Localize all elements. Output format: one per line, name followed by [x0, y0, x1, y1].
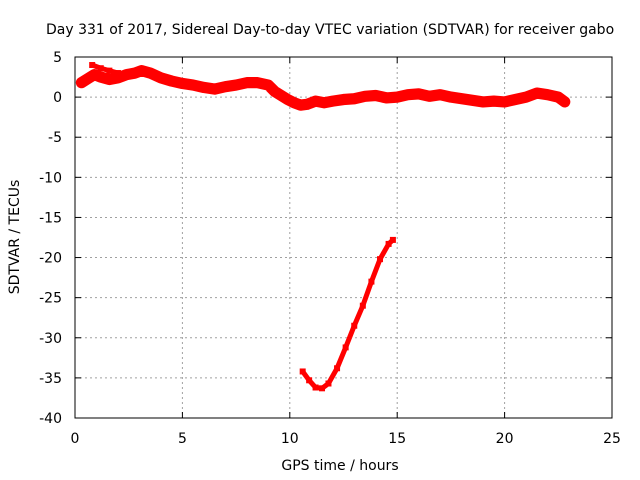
series-line: [75, 65, 571, 111]
data-point: [190, 82, 197, 89]
data-series: [75, 62, 571, 392]
data-point: [265, 82, 272, 89]
data-point: [404, 91, 411, 98]
data-point: [312, 384, 319, 391]
data-point: [303, 101, 310, 108]
data-point: [271, 88, 278, 95]
data-point: [325, 380, 332, 387]
data-point: [157, 74, 164, 81]
x-tick-label: 20: [496, 431, 514, 447]
y-tick-label: -35: [39, 371, 62, 387]
data-point: [490, 98, 497, 105]
data-point: [394, 94, 401, 101]
data-point: [78, 79, 85, 86]
data-point: [278, 92, 285, 99]
data-point: [114, 74, 121, 81]
data-point: [458, 95, 465, 102]
y-axis-label: SDTVAR / TECUs: [7, 180, 23, 295]
data-point: [334, 365, 341, 372]
data-point: [415, 90, 422, 97]
data-point: [544, 91, 551, 98]
data-point: [385, 240, 392, 247]
series-line: [300, 237, 396, 391]
data-point: [312, 98, 319, 105]
data-point: [480, 98, 487, 105]
x-tick-label: 10: [281, 431, 299, 447]
data-point: [383, 94, 390, 101]
chart-title: Day 331 of 2017, Sidereal Day-to-day VTE…: [46, 22, 614, 38]
data-point: [523, 94, 530, 101]
data-point: [329, 98, 336, 105]
series-line: [89, 62, 121, 76]
x-tick-label: 0: [71, 431, 80, 447]
tick-labels: 0 5 10 15 20 25 5 0 -5 -10 -15 -20 -25 -30 -35 -40: [39, 50, 621, 447]
data-point: [361, 93, 368, 100]
data-point: [168, 78, 175, 85]
data-point: [97, 65, 104, 72]
data-point: [351, 95, 358, 102]
x-axis-label: GPS time / hours: [281, 458, 398, 474]
data-point: [377, 256, 384, 263]
data-point: [114, 70, 121, 77]
x-tick-label: 15: [388, 431, 406, 447]
grid-lines: [75, 57, 612, 418]
data-point: [368, 278, 375, 285]
data-point: [97, 74, 104, 81]
data-point: [555, 94, 562, 101]
data-point: [147, 70, 154, 77]
y-tick-label: 5: [53, 50, 62, 66]
data-point: [123, 71, 130, 78]
data-point: [91, 71, 98, 78]
data-point: [426, 93, 433, 100]
data-point: [200, 84, 207, 91]
y-tick-label: -15: [39, 210, 62, 226]
y-tick-label: -25: [39, 291, 62, 307]
data-point: [297, 102, 304, 109]
y-tick-label: -10: [39, 170, 62, 186]
data-point: [211, 86, 218, 93]
data-point: [284, 96, 291, 103]
data-point: [437, 91, 444, 98]
data-point: [340, 96, 347, 103]
data-point: [138, 67, 145, 74]
data-point: [233, 82, 240, 89]
data-point: [84, 75, 91, 82]
data-point: [106, 76, 113, 83]
data-point: [512, 96, 519, 103]
data-point: [89, 62, 96, 69]
data-point: [321, 99, 328, 106]
data-point: [359, 302, 366, 309]
data-point: [132, 70, 139, 77]
data-point: [243, 79, 250, 86]
data-point: [469, 97, 476, 104]
data-point: [319, 385, 326, 392]
data-point: [389, 236, 396, 243]
data-point: [254, 79, 261, 86]
y-tick-label: -20: [39, 251, 62, 267]
data-point: [179, 80, 186, 87]
x-tick-label: 5: [178, 431, 187, 447]
data-point: [561, 98, 568, 105]
plot-frame: [74, 56, 613, 419]
y-tick-label: -30: [39, 331, 62, 347]
data-point: [106, 67, 113, 74]
data-point: [222, 83, 229, 90]
data-point: [372, 92, 379, 99]
y-tick-label: -5: [48, 130, 62, 146]
data-point: [291, 99, 298, 106]
data-point: [501, 98, 508, 105]
data-point: [306, 377, 313, 384]
y-tick-label: -40: [39, 411, 62, 427]
data-point: [351, 322, 358, 329]
axis-ticks: [74, 56, 613, 419]
data-point: [447, 94, 454, 101]
data-point: [342, 344, 349, 351]
data-point: [533, 90, 540, 97]
data-point: [299, 368, 306, 375]
y-tick-label: 0: [53, 90, 62, 106]
x-tick-label: 25: [603, 431, 621, 447]
